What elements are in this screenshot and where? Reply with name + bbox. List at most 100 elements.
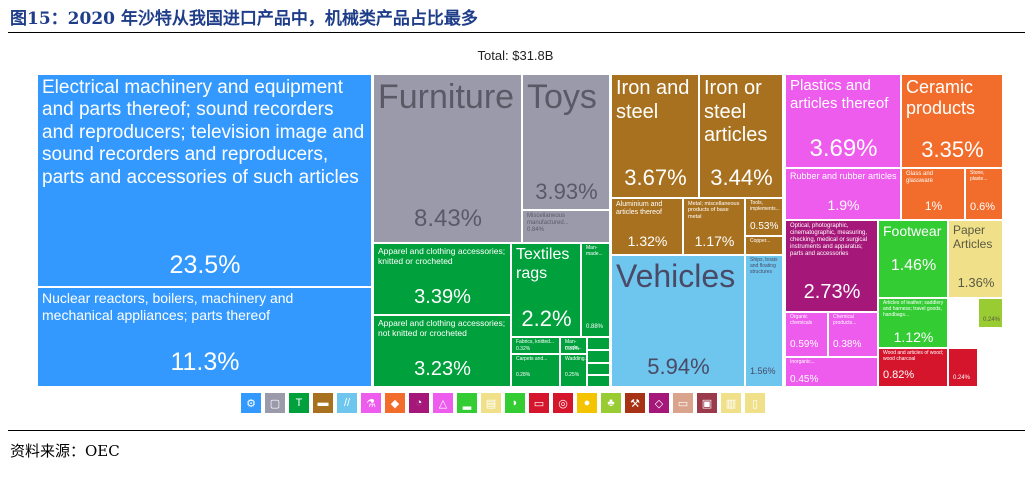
tile-value: 0.32% [516,346,531,352]
tile-value: 3.44% [710,165,773,190]
tile-value: 23.5% [169,251,241,279]
treemap-tile-iron-or-steel-articles[interactable]: Iron or steel articles 3.44% [699,74,783,198]
tile-label: Carpets and... [516,356,548,362]
mineral-products-icon[interactable]: ⚒ [624,392,646,414]
transportation-icon[interactable]: // [336,392,358,414]
tile-value: 0.59% [790,339,819,350]
chemical-products-icon[interactable]: ⚗ [360,392,382,414]
tile-label: Glass and glassware [906,171,934,185]
treemap-tile-plastics-and-articles-thereof[interactable]: Plastics and articles thereof 3.69% [785,74,901,168]
tile-label: Fabrics, knitted... [516,339,555,345]
textiles-icon[interactable]: T [288,392,310,414]
foodstuffs-icon[interactable]: ● [576,392,598,414]
instruments-icon[interactable]: ◔ [408,392,430,414]
tile-label: Vehicles [616,258,736,294]
treemap-tile-tile[interactable] [587,363,610,375]
tile-value: 3.93% [535,179,598,204]
treemap-tile-rubber-and-rubber-articles[interactable]: Rubber and rubber articles 1.9% [785,168,901,220]
treemap-tile-wadding[interactable]: Wadding... 0.25% [560,354,587,387]
treemap-tile-ceramic-products[interactable]: Ceramic products 3.35% [901,74,1003,168]
treemap-tile-ships-boats-and-floating-struc[interactable]: Ships, boats and floating structures 1.56… [745,255,783,387]
treemap-tile-footwear[interactable]: Footwear 1.46% [878,220,948,298]
treemap-tile-miscellaneous-manufactured[interactable]: Miscellaneous manufactured... 0.84% [522,210,610,243]
treemap-tile-vehicles[interactable]: Vehicles 5.94% [611,255,745,387]
tile-label: Chemical products... [833,314,857,326]
treemap-tile-tile[interactable]: 0.24% [978,298,1003,328]
treemap-tile-toys[interactable]: Toys 3.93% [522,74,610,210]
treemap-tile-wood-and-articles-of-wood-wood[interactable]: Wood and articles of wood; wood charcoal… [878,348,948,387]
tile-label: Apparel and clothing accessories; not kn… [378,318,506,339]
treemap-tile-apparel-and-clothing-accessori[interactable]: Apparel and clothing accessories; not kn… [373,315,511,387]
arts-icon[interactable]: ▣ [696,392,718,414]
treemap-tile-tile[interactable] [587,337,610,350]
metals-icon[interactable]: ▬ [312,392,334,414]
miscellaneous-icon[interactable]: ▢ [264,392,286,414]
machines-icon[interactable]: ⚙ [240,392,262,414]
treemap-tile-nuclear-reactors-boilers-machi[interactable]: Nuclear reactors, boilers, machinery and… [37,287,372,387]
chemicals-icon[interactable]: △ [432,392,454,414]
tile-label: Footwear [883,223,942,239]
treemap-tile-organic-chemicals[interactable]: Organic chemicals 0.59% [785,312,828,357]
tile-label: Man-made... [586,245,603,257]
plastics-icon[interactable]: ◎ [552,392,574,414]
tile-label: Articles of leather; saddlery and harnes… [883,300,944,318]
treemap-tile-stone-plaste[interactable]: Stone, plaste... 0.6% [965,168,1003,220]
paper-icon[interactable]: ▤ [480,392,502,414]
tile-label: Toys [527,78,597,116]
tile-value: 1.46% [890,257,937,274]
figure-title: 图15：2020 年沙特从我国进口产品中，机械类产品占比最多 [10,9,478,29]
treemap-tile-copper[interactable]: Copper... [745,236,783,255]
tile-value: 0.82% [883,369,915,381]
tile-label: Wood and articles of wood; wood charcoal [883,350,944,362]
stone-and-glass-icon[interactable]: ◆ [384,392,406,414]
precious-metals-icon[interactable]: ◇ [648,392,670,414]
tile-value: 1.12% [893,329,934,345]
tile-label: Textiles rags [516,246,570,282]
treemap-tile-apparel-and-clothing-accessori[interactable]: Apparel and clothing accessories; knitte… [373,243,511,315]
treemap-tile-tile[interactable] [587,375,610,387]
wood-products-icon[interactable]: ▭ [528,392,550,414]
tile-value: 3.39% [414,286,471,308]
treemap-tile-paper-articles[interactable]: Paper Articles 1.36% [948,220,1003,298]
treemap-tile-textiles-rags[interactable]: Textiles rags 2.2% [511,243,581,337]
treemap-tile-inorganic[interactable]: Inorganic... 0.45% [785,357,878,387]
weapons-icon[interactable]: ▥ [720,392,742,414]
tile-value: 1.17% [694,233,735,249]
tile-label: Rubber and rubber articles [790,171,897,181]
tile-value: 3.35% [921,137,984,162]
treemap-tile-articles-of-leather-saddlery-a[interactable]: Articles of leather; saddlery and harnes… [878,298,948,348]
treemap-tile-man-made[interactable]: Man-made... 0.31% [560,337,587,354]
tile-label: Ceramic products [906,77,976,119]
treemap-tile-glass-and-glassware[interactable]: Glass and glassware 1% [901,168,965,220]
treemap-tile-furniture[interactable]: Furniture 8.43% [373,74,522,243]
animal-products-icon[interactable]: ▭ [672,392,694,414]
tile-value: 0.38% [833,339,862,350]
footwear-icon[interactable]: ▂ [456,392,478,414]
tile-label: Wadding... [565,356,587,362]
tile-value: 0.25% [565,372,580,378]
tile-label: Inorganic... [790,359,815,365]
animal-and-vegetable-oils-icon[interactable]: ▯ [744,392,766,414]
treemap-tile-tile[interactable]: 0.24% [948,348,978,387]
treemap-tile-iron-and-steel[interactable]: Iron and steel 3.67% [611,74,699,198]
treemap-tile-aluminium-and-articles-thereof[interactable]: Aluminium and articles thereof 1.32% [611,198,683,255]
tile-label: Optical, photographic, cinematographic, … [790,223,868,258]
treemap-tile-metal-miscellaneous-products-o[interactable]: Metal; miscellaneous products of base me… [683,198,745,255]
animal-hides-icon[interactable]: ◗ [504,392,526,414]
treemap-tile-fabrics-knitted[interactable]: Fabrics, knitted... 0.32% [511,337,560,354]
tile-label: Ships, boats and floating structures [750,257,778,275]
tile-value: 0.28% [516,372,531,378]
tile-label: Iron and steel [616,77,690,123]
tile-label: Apparel and clothing accessories; knitte… [378,246,506,267]
treemap-tile-tools-implements[interactable]: Tools, implements... 0.53% [745,198,783,236]
treemap-tile-tile[interactable] [587,350,610,363]
treemap-tile-electrical-machinery-and-equip[interactable]: Electrical machinery and equipment and p… [37,74,372,287]
treemap-tile-chemical-products[interactable]: Chemical products... 0.38% [828,312,878,357]
treemap-tile-carpets-and[interactable]: Carpets and... 0.28% [511,354,560,387]
tile-value: 1.32% [627,233,668,249]
tile-label: Metal; miscellaneous products of base me… [688,201,740,220]
treemap-tile-man-made[interactable]: Man-made... 0.88% [581,243,610,337]
tile-label: Nuclear reactors, boilers, machinery and… [42,290,294,323]
treemap-tile-optical-photographic-cinematog[interactable]: Optical, photographic, cinematographic, … [785,220,878,312]
vegetable-products-icon[interactable]: ♣ [600,392,622,414]
